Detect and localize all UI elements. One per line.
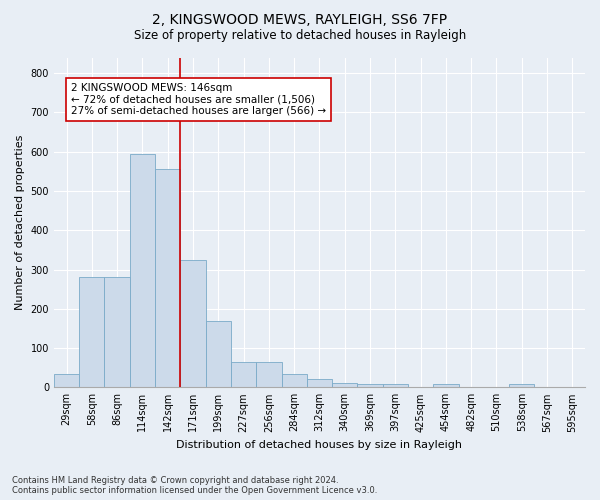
Bar [509, 384, 535, 388]
Text: Size of property relative to detached houses in Rayleigh: Size of property relative to detached ho… [134, 29, 466, 42]
Text: 2 KINGSWOOD MEWS: 146sqm
← 72% of detached houses are smaller (1,506)
27% of sem: 2 KINGSWOOD MEWS: 146sqm ← 72% of detach… [71, 83, 326, 116]
Bar [104, 278, 130, 388]
Bar [383, 384, 408, 388]
Bar [79, 278, 104, 388]
Text: 2, KINGSWOOD MEWS, RAYLEIGH, SS6 7FP: 2, KINGSWOOD MEWS, RAYLEIGH, SS6 7FP [152, 12, 448, 26]
X-axis label: Distribution of detached houses by size in Rayleigh: Distribution of detached houses by size … [176, 440, 463, 450]
Bar [358, 384, 383, 388]
Bar [231, 362, 256, 388]
Bar [332, 382, 358, 388]
Bar [206, 320, 231, 388]
Bar [256, 362, 281, 388]
Bar [281, 374, 307, 388]
Text: Contains HM Land Registry data © Crown copyright and database right 2024.
Contai: Contains HM Land Registry data © Crown c… [12, 476, 377, 495]
Y-axis label: Number of detached properties: Number of detached properties [15, 134, 25, 310]
Bar [155, 170, 181, 388]
Bar [130, 154, 155, 388]
Bar [433, 384, 458, 388]
Bar [181, 260, 206, 388]
Bar [54, 374, 79, 388]
Bar [307, 380, 332, 388]
